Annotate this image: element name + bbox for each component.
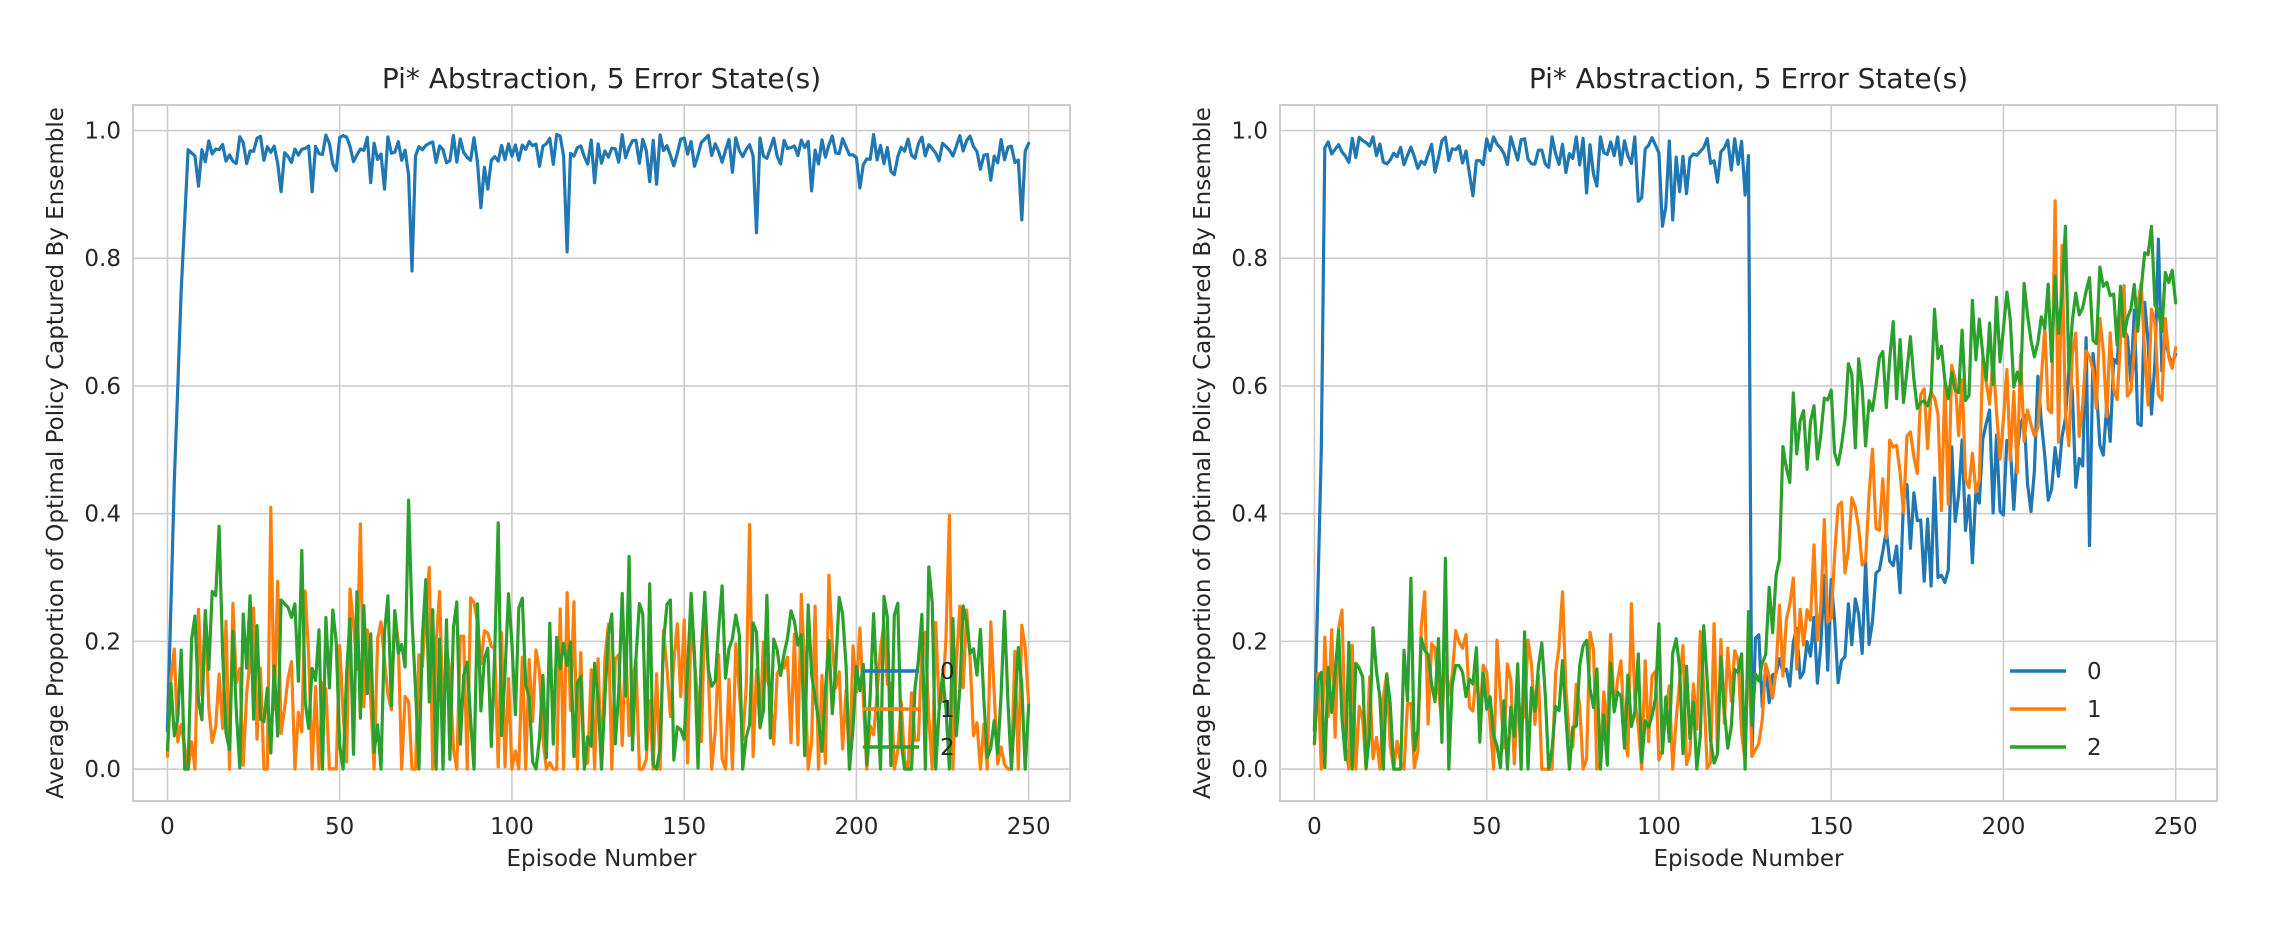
legend-label-0: 0 [940, 659, 955, 685]
x-tick-label: 150 [1809, 814, 1853, 840]
legend-label-2: 2 [940, 735, 955, 761]
y-tick-label: 0.0 [84, 757, 121, 783]
y-tick-label: 0.6 [84, 374, 121, 400]
y-tick-label: 0.8 [1231, 246, 1268, 272]
x-tick-label: 250 [1007, 814, 1051, 840]
legend-label-1: 1 [940, 697, 955, 723]
legend-label-1: 1 [2087, 697, 2102, 723]
y-tick-label: 0.4 [84, 502, 121, 528]
series-line-0 [1312, 135, 2178, 758]
legend-label-0: 0 [2087, 659, 2102, 685]
legend-label-2: 2 [2087, 735, 2102, 761]
y-tick-label: 0.6 [1231, 374, 1268, 400]
y-tick-label: 0.2 [1231, 629, 1268, 655]
x-axis-label: Episode Number [1653, 846, 1844, 872]
chart-left: 0.0 0.2 0.4 0.6 0.8 1.0 0 50 100 150 200 250 Pi* Abs… [43, 62, 1071, 872]
series-line-2 [165, 498, 1031, 771]
x-tick-label: 200 [834, 814, 878, 840]
series-line-2 [1312, 224, 2178, 771]
x-tick-label: 0 [1307, 814, 1322, 840]
plot-frame [1279, 104, 2218, 802]
y-tick-label: 0.4 [1231, 502, 1268, 528]
legend: 0 1 2 [2010, 659, 2102, 761]
x-tick-label: 50 [1472, 814, 1501, 840]
chart-right: 0.0 0.2 0.4 0.6 0.8 1.0 0 50 100 150 200 250 Pi* Abs… [1190, 62, 2218, 872]
legend: 0 1 2 [863, 659, 955, 761]
x-tick-label: 150 [662, 814, 706, 840]
x-tick-label: 100 [1637, 814, 1681, 840]
series-line-1 [165, 505, 1031, 771]
x-tick-label: 250 [2154, 814, 2198, 840]
chart-title: Pi* Abstraction, 5 Error State(s) [1529, 62, 1968, 95]
y-tick-label: 1.0 [84, 119, 121, 145]
x-tick-label: 50 [325, 814, 354, 840]
series-line-0 [165, 132, 1031, 733]
x-tick-label: 200 [1981, 814, 2025, 840]
y-tick-label: 0.2 [84, 629, 121, 655]
y-axis-label: Average Proportion of Optimal Policy Cap… [43, 107, 69, 799]
chart-title: Pi* Abstraction, 5 Error State(s) [382, 62, 821, 95]
x-axis-label: Episode Number [506, 846, 697, 872]
plot-frame [132, 104, 1071, 802]
y-tick-label: 0.0 [1231, 757, 1268, 783]
y-tick-label: 0.8 [84, 246, 121, 272]
y-axis-label: Average Proportion of Optimal Policy Cap… [1190, 107, 1216, 799]
y-tick-label: 1.0 [1231, 119, 1268, 145]
x-tick-label: 100 [490, 814, 534, 840]
x-tick-label: 0 [160, 814, 175, 840]
